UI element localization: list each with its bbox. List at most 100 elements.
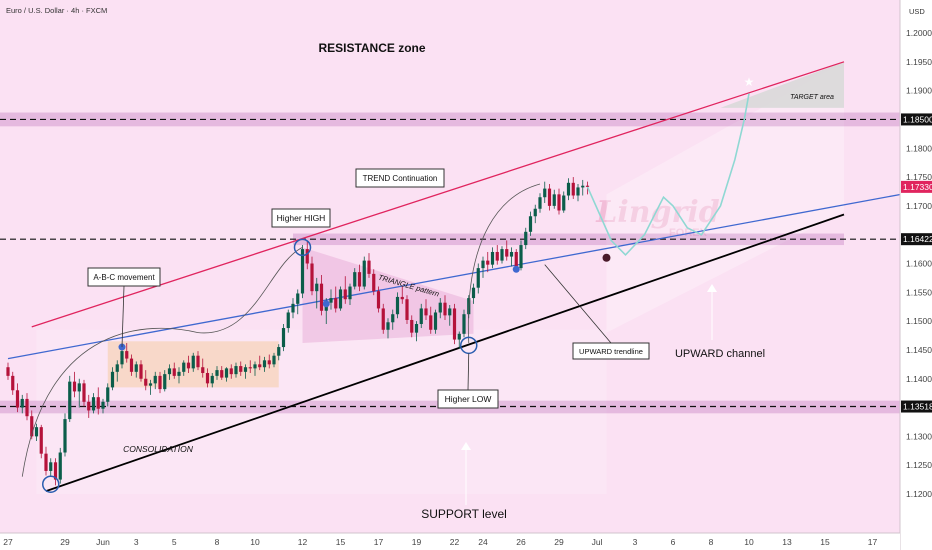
candle[interactable] [429,315,433,330]
candle[interactable] [452,308,457,340]
candle[interactable] [77,383,81,392]
price-tag[interactable] [901,113,932,126]
price-tag[interactable] [901,180,932,193]
candle[interactable] [405,299,409,320]
swing-low-circle[interactable] [42,475,60,493]
candle[interactable] [329,298,333,303]
candle[interactable] [96,397,100,409]
candle[interactable] [367,260,371,274]
candle[interactable] [391,314,395,323]
candle[interactable] [224,368,229,378]
candle[interactable] [101,401,105,409]
candle[interactable] [267,360,271,365]
candle[interactable] [167,368,172,375]
candle[interactable] [514,251,518,269]
candle[interactable] [262,360,267,368]
candle[interactable] [581,185,585,188]
candle[interactable] [115,364,119,372]
candle[interactable] [543,188,547,198]
candle[interactable] [443,302,447,316]
candle[interactable] [448,308,452,316]
support-line[interactable] [45,213,845,492]
candle[interactable] [153,375,157,384]
candle[interactable] [585,185,590,187]
candle[interactable] [296,293,300,304]
candle[interactable] [110,371,115,388]
candle[interactable] [315,283,319,292]
candle[interactable] [509,251,514,257]
candle[interactable] [201,367,205,373]
candle[interactable] [49,462,53,471]
candle[interactable] [177,371,181,376]
candle[interactable] [39,427,43,454]
candle[interactable] [182,362,186,372]
price-axis-panel[interactable] [900,0,932,550]
candle[interactable] [519,245,523,269]
candle[interactable] [158,375,162,390]
candle[interactable] [386,322,390,330]
candle[interactable] [277,347,281,356]
candle[interactable] [547,188,552,206]
candle[interactable] [87,401,91,411]
candle[interactable] [505,249,509,257]
candle[interactable] [186,362,191,369]
candle[interactable] [552,194,556,206]
candle[interactable] [462,314,466,334]
candle[interactable] [486,260,490,265]
candle[interactable] [34,427,39,437]
candle[interactable] [353,272,357,287]
candle[interactable] [305,249,309,264]
candle[interactable] [476,268,480,288]
candle[interactable] [229,368,233,375]
candle[interactable] [72,381,77,392]
candle[interactable] [125,351,129,359]
candle[interactable] [258,364,262,368]
candle[interactable] [11,375,15,391]
candle[interactable] [348,286,352,300]
candle[interactable] [310,263,314,292]
candle[interactable] [471,287,476,299]
candle[interactable] [272,355,276,365]
candle[interactable] [220,370,224,378]
candle[interactable] [410,319,414,333]
candle[interactable] [372,273,376,292]
candle[interactable] [234,366,238,375]
candle[interactable] [148,383,153,386]
candle[interactable] [557,194,561,211]
candle[interactable] [91,397,96,411]
candle[interactable] [495,251,499,261]
candle[interactable] [106,387,110,402]
candle[interactable] [25,398,29,417]
candle[interactable] [576,187,580,196]
candle[interactable] [129,358,134,372]
candle[interactable] [281,328,286,348]
candle[interactable] [524,231,528,246]
candle[interactable] [144,378,148,386]
candle[interactable] [210,375,214,384]
candle[interactable] [120,351,124,365]
candle[interactable] [338,289,343,309]
candle[interactable] [239,366,243,372]
candle[interactable] [82,383,86,402]
candle[interactable] [15,390,20,408]
upward-trendline[interactable] [7,193,902,360]
candle[interactable] [400,296,404,300]
candle[interactable] [319,283,324,311]
candle[interactable] [528,216,533,232]
candle[interactable] [490,251,495,265]
candle[interactable] [395,296,400,315]
price-tag[interactable] [901,400,932,413]
candle[interactable] [381,308,385,330]
candle[interactable] [20,398,24,408]
candle[interactable] [53,462,58,480]
candle[interactable] [533,208,537,217]
candle[interactable] [424,308,428,316]
symbol-header[interactable]: Euro / U.S. Dollar · 4h · FXCM [6,6,107,15]
time-axis-panel[interactable] [0,533,900,550]
candle[interactable] [334,298,338,309]
candle[interactable] [376,291,381,309]
candle[interactable] [566,182,571,196]
candle[interactable] [300,249,305,294]
candle[interactable] [253,364,257,369]
candle[interactable] [433,312,438,330]
